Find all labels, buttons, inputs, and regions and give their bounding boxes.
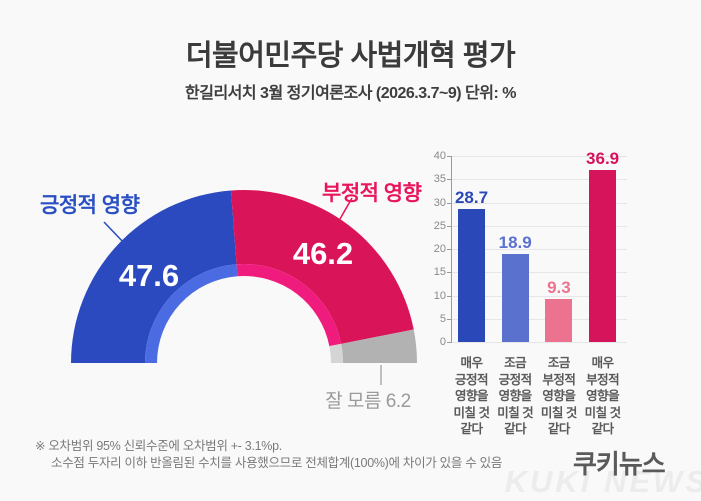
y-tick-mark-10 (447, 295, 451, 297)
page-title: 더불어민주당 사법개혁 평가 (185, 40, 516, 72)
kukinews-watermark: KUKI NEWS (504, 464, 701, 499)
y-tick-mark-5 (447, 318, 451, 320)
y-tick-label-5: 5 (439, 312, 446, 325)
y-tick-mark-40 (447, 156, 451, 157)
grid-line-0 (451, 342, 627, 343)
y-tick-label-35: 35 (433, 173, 446, 186)
donut-slice-1 (230, 190, 414, 344)
y-tick-mark-30 (447, 202, 451, 204)
bar-category-label-0: 매우 긍정적 영향을 미칠 것 같다 (453, 356, 490, 436)
grid-line-15 (451, 272, 627, 274)
grid-line-20 (451, 249, 627, 250)
bar-1 (501, 254, 529, 342)
y-tick-label-10: 10 (433, 289, 446, 302)
unknown-slice-label: 잘 모름 6.2 (325, 391, 411, 412)
donut-slice-rim-0 (145, 264, 238, 363)
bar-3 (589, 170, 617, 342)
grid-line-35 (451, 179, 627, 181)
grid-line-30 (451, 202, 627, 204)
negative-leader-line (339, 197, 353, 220)
bar-value-3: 36.9 (586, 149, 620, 169)
bar-0 (458, 208, 485, 342)
negative-slice-label: 부정적 영향 (322, 182, 422, 205)
bar-value-1: 18.9 (498, 233, 532, 253)
y-tick-label-30: 30 (433, 196, 446, 209)
positive-slice-value: 47.6 (118, 258, 180, 293)
bar-category-label-1: 조금 긍정적 영향을 미칠 것 같다 (497, 356, 534, 436)
y-tick-mark-0 (447, 342, 451, 343)
footnote-line1: ※ 오차범위 95% 신뢰수준에 오차범위 +- 3.1%p. (35, 439, 282, 453)
bar-category-label-3: 매우 부정적 영향을 미칠 것 같다 (584, 356, 621, 436)
y-tick-mark-25 (447, 225, 451, 227)
page-subtitle: 한길리서치 3월 정기여론조사 (2026.3.7~9) 단위: % (185, 85, 516, 102)
y-tick-mark-20 (447, 249, 451, 250)
y-axis-line (451, 156, 452, 343)
bar-2 (545, 298, 573, 342)
positive-leader-line (103, 221, 126, 245)
y-tick-mark-15 (447, 272, 451, 274)
kukinews-logo: 쿠키뉴스 (573, 449, 666, 479)
grid-line-10 (451, 295, 627, 297)
y-tick-label-0: 0 (439, 336, 446, 348)
negative-slice-value: 46.2 (292, 236, 354, 271)
bar-value-0: 28.7 (454, 187, 489, 207)
y-tick-label-25: 25 (433, 219, 446, 232)
y-tick-mark-35 (447, 179, 451, 181)
y-tick-label-15: 15 (433, 266, 446, 279)
y-tick-label-40: 40 (433, 150, 446, 162)
y-tick-label-20: 20 (433, 243, 446, 255)
donut-slice-rim-2 (329, 343, 343, 363)
positive-slice-label: 긍정적 영향 (40, 194, 140, 217)
grid-line-5 (451, 318, 627, 320)
donut-slice-0 (71, 190, 237, 363)
bar-chart: 0 5 10 15 20 25 30 35 40 28.7 매우 긍정적 영향을 미칠 것 같다 18… (428, 145, 688, 490)
footnote-line2: 소수점 두자리 이하 반올림된 수치를 사용했으므로 전체합계(100%)에 차… (51, 456, 503, 470)
donut-slice-rim-1 (236, 264, 342, 347)
half-donut-svg (71, 190, 417, 385)
grid-line-40 (451, 156, 627, 157)
half-donut-chart: 긍정적 영향 부정적 영향 47.6 46.2 잘 모름 6.2 (40, 182, 422, 412)
bar-category-label-2: 조금 부정적 영향을 미칠 것 같다 (540, 356, 577, 436)
donut-slice-2 (341, 329, 417, 363)
footnote: ※ 오차범위 95% 신뢰수준에 오차범위 +- 3.1%p. 소수점 두자리 … (35, 438, 502, 472)
bar-value-2: 9.3 (547, 277, 571, 297)
grid-line-25 (451, 225, 627, 227)
